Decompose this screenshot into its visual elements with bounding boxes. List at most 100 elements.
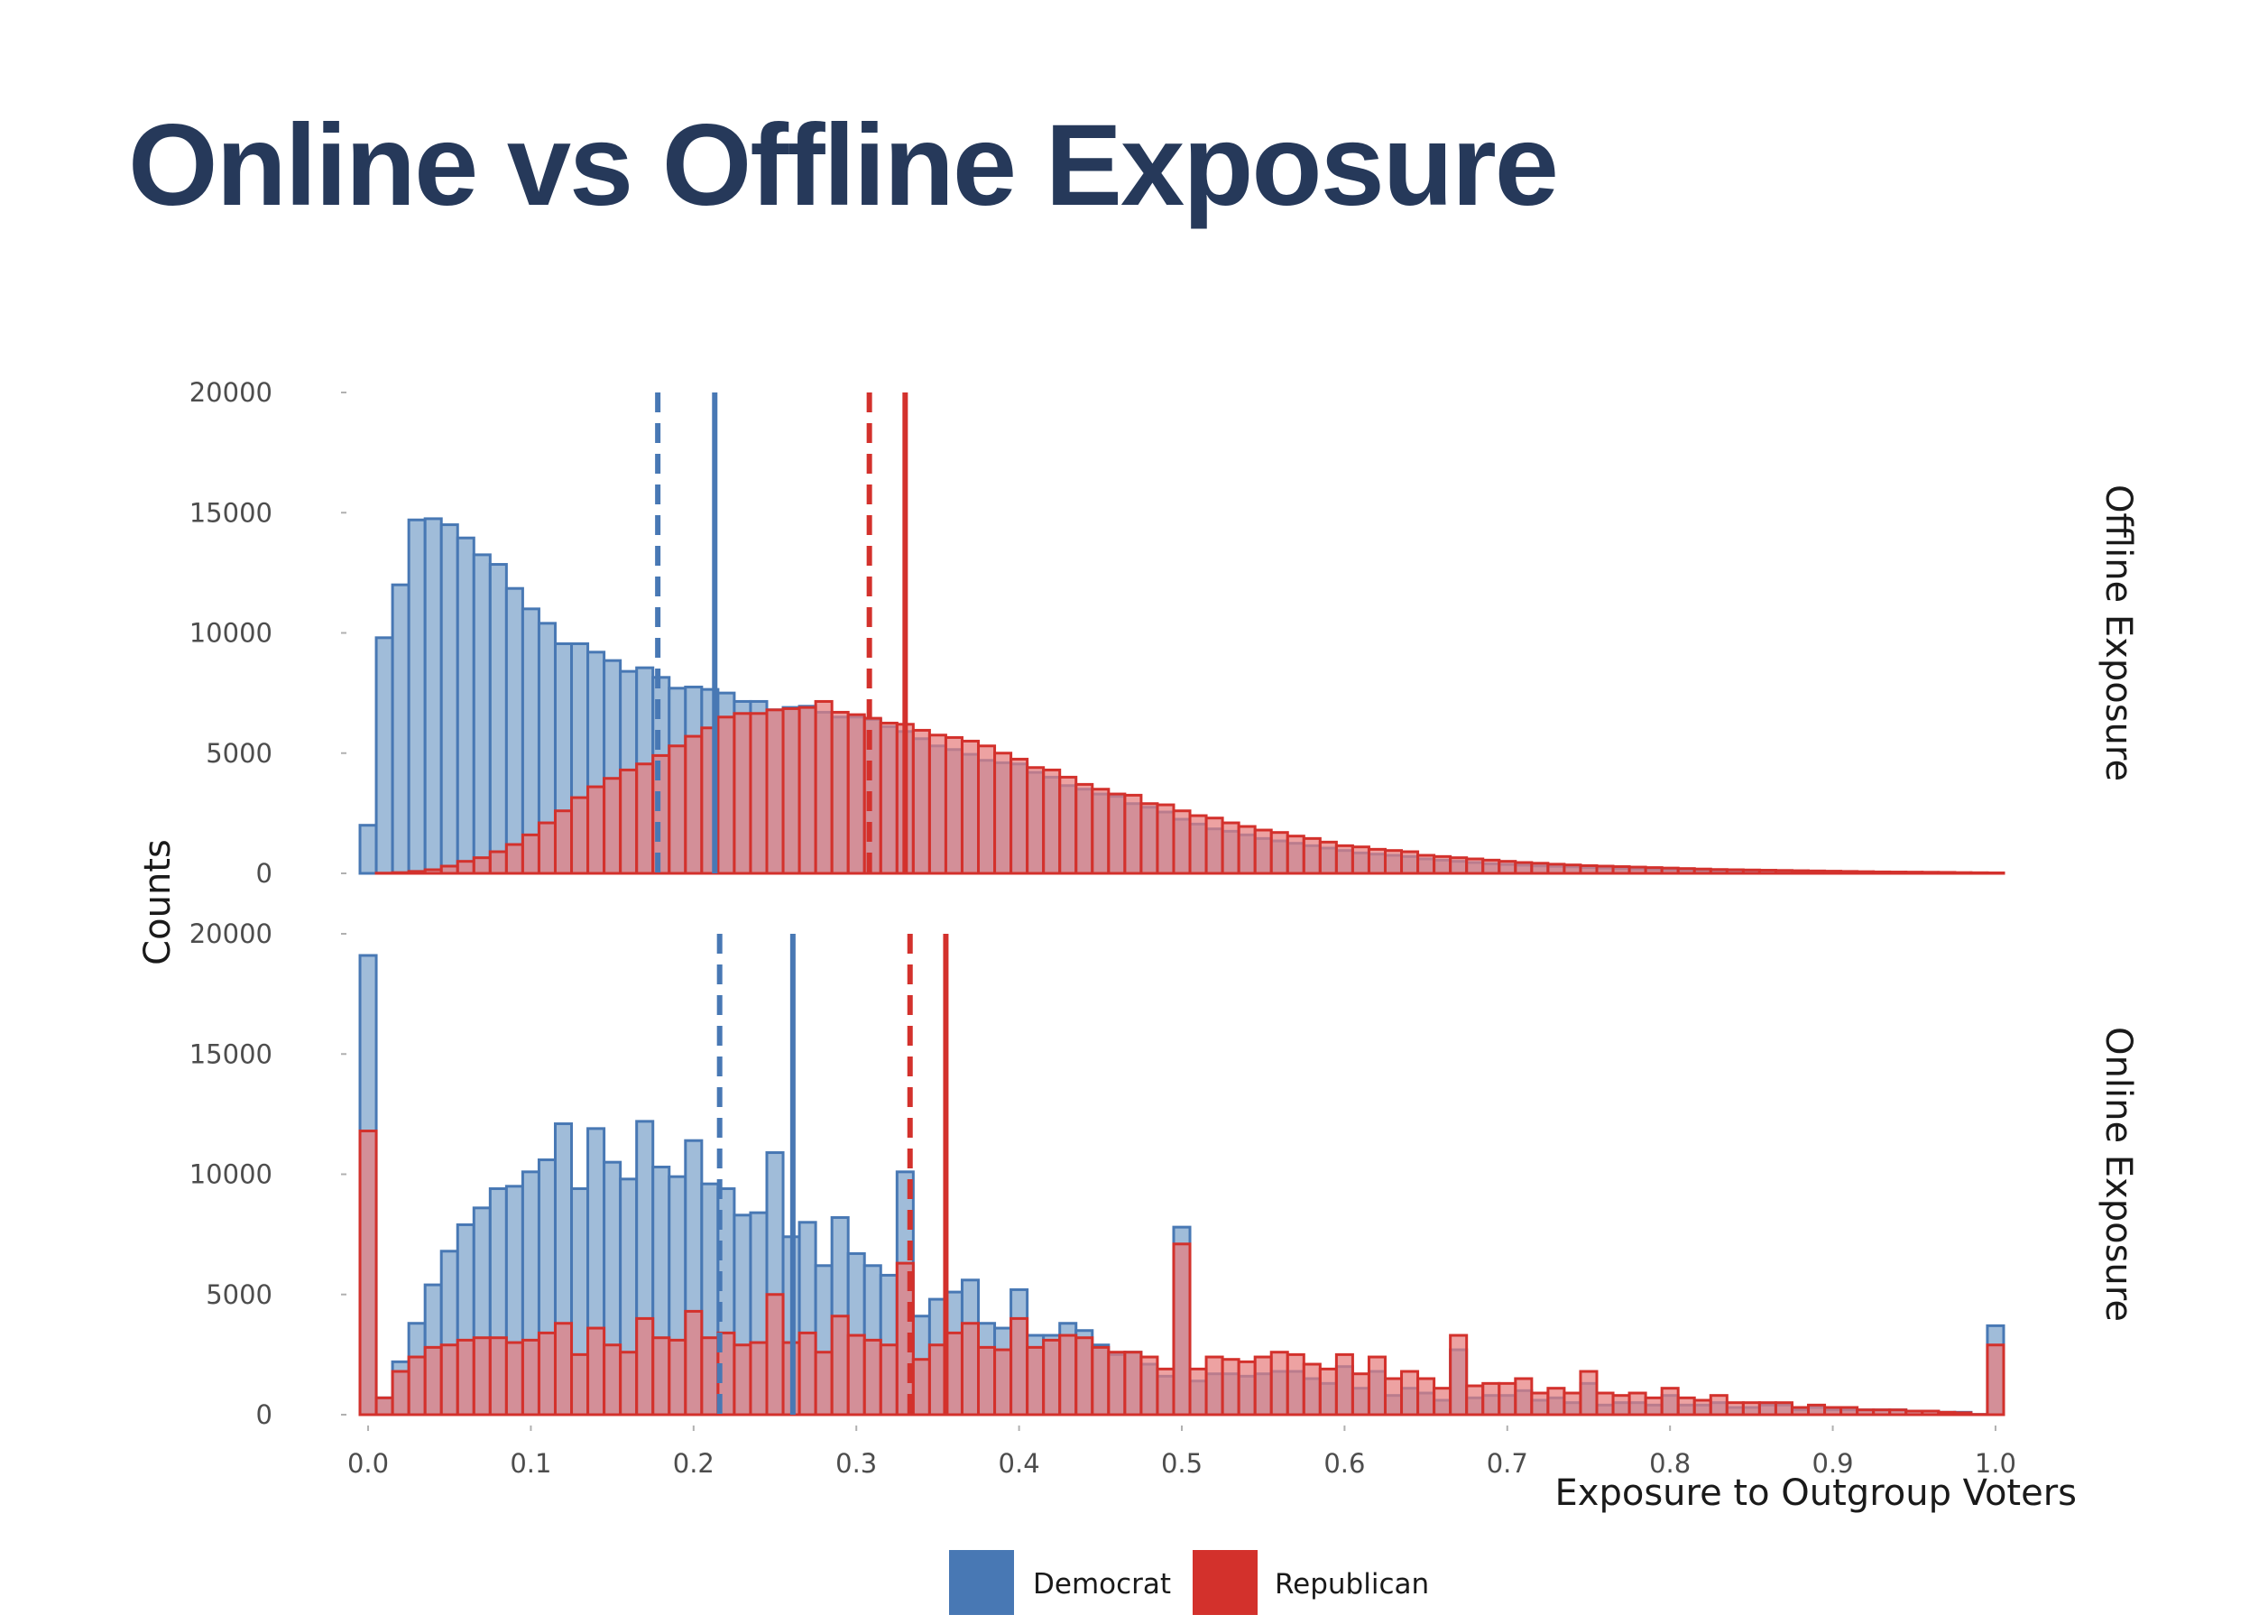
histogram-bar — [1416, 1377, 1436, 1416]
histogram-bar — [1563, 863, 1582, 875]
histogram-bar — [977, 744, 997, 875]
histogram-bar — [521, 1338, 540, 1416]
legend: Democrat Republican — [949, 1550, 1429, 1615]
histogram-bar — [586, 785, 606, 875]
histogram-bar — [1188, 814, 1208, 875]
histogram-bar — [603, 777, 622, 875]
histogram-bar — [1172, 1242, 1192, 1416]
histogram-bar — [1790, 869, 1811, 875]
histogram-bar — [1676, 1396, 1696, 1416]
histogram-bar — [1692, 1398, 1712, 1416]
histogram-bar — [1807, 869, 1827, 875]
histogram-bar — [423, 517, 443, 875]
histogram-bar — [797, 706, 817, 875]
histogram-bar — [1123, 793, 1143, 875]
histogram-bar — [407, 1355, 427, 1416]
histogram-bar — [1237, 825, 1257, 875]
histogram-bar — [1969, 871, 1989, 875]
histogram-bar — [1921, 871, 1941, 875]
histogram-bar — [553, 809, 574, 875]
histogram-bar — [765, 708, 785, 875]
histogram-bar — [749, 712, 769, 875]
histogram-bar — [1986, 871, 2005, 875]
histogram-bar — [1400, 1370, 1420, 1416]
histogram-bar — [879, 721, 899, 875]
histogram-bar — [1839, 1406, 1859, 1416]
histogram-bar — [1204, 1355, 1224, 1416]
histogram-bar — [603, 1343, 622, 1416]
histogram-bar — [374, 636, 394, 875]
histogram-bar — [1172, 809, 1192, 875]
histogram-bar — [1334, 844, 1354, 875]
histogram-bar — [1823, 1406, 1843, 1416]
histogram-bar — [1237, 1360, 1257, 1416]
histogram-bar — [504, 1341, 524, 1416]
histogram-bar — [1433, 1387, 1452, 1416]
histogram-bar — [846, 713, 866, 875]
histogram-bar — [1334, 1352, 1354, 1416]
y-tick-label: 20000 — [189, 918, 272, 949]
x-axis-title: Exposure to Outgroup Voters — [1555, 1472, 2077, 1514]
histogram-bar — [1839, 870, 1859, 875]
histogram-bar — [879, 1343, 899, 1416]
histogram-bar — [1644, 1396, 1664, 1416]
histogram-bar — [1888, 1408, 1908, 1416]
histogram-bar — [911, 728, 931, 875]
facet-label: Online Exposure — [2097, 1027, 2139, 1322]
histogram-bar — [1888, 871, 1908, 875]
histogram-series — [358, 1130, 2005, 1416]
histogram-bar — [1091, 788, 1111, 875]
histogram-bar — [619, 1351, 639, 1416]
legend-label: Republican — [1275, 1568, 1429, 1601]
histogram-bar — [749, 1341, 769, 1416]
x-tick-label: 0.2 — [673, 1448, 715, 1479]
histogram-bar — [797, 1331, 817, 1416]
histogram-bar — [1595, 864, 1615, 875]
histogram-bar — [733, 1343, 752, 1416]
histogram-bar — [586, 1326, 606, 1416]
histogram-bar — [407, 870, 427, 875]
histogram-bar — [1253, 1355, 1273, 1416]
y-tick-label: 5000 — [206, 1279, 272, 1310]
histogram-bar — [1091, 1345, 1111, 1416]
histogram-bar — [570, 1352, 590, 1416]
histogram-bar — [1465, 1384, 1485, 1416]
histogram-bar — [684, 1309, 704, 1416]
histogram-bar — [1058, 1333, 1078, 1416]
x-tick-label: 0.0 — [347, 1448, 389, 1479]
histogram-bar — [1139, 802, 1159, 875]
histogram-bar — [781, 706, 801, 875]
histogram-bar — [1937, 1410, 1957, 1416]
histogram-bar — [472, 553, 492, 875]
histogram-bar — [1204, 817, 1224, 875]
histogram-bar — [1546, 1387, 1566, 1416]
histogram-bar — [1318, 840, 1338, 875]
histogram-bar — [1465, 857, 1485, 875]
legend-label: Democrat — [1033, 1568, 1171, 1601]
histogram-bar — [488, 1336, 508, 1416]
histogram-bar — [472, 856, 492, 875]
histogram-bar — [1481, 1381, 1501, 1416]
histogram-bar — [1383, 849, 1404, 875]
histogram-bar — [668, 1338, 687, 1416]
histogram-bar — [1530, 1391, 1550, 1416]
histogram-bar — [472, 1336, 492, 1416]
histogram-bar — [733, 712, 752, 875]
histogram-bar — [1563, 1391, 1582, 1416]
histogram-bar — [570, 796, 590, 875]
histogram-bar — [651, 1336, 671, 1416]
histogram-series — [374, 699, 2005, 875]
y-tick-label: 15000 — [189, 1038, 272, 1069]
histogram-bar — [1449, 856, 1469, 875]
histogram-bar — [456, 536, 475, 875]
histogram-bar — [358, 1130, 378, 1416]
x-axis: 0.0 0.1 0.2 0.3 0.4 0.5 0.6 0.7 0.8 0.9 1.0 — [347, 1426, 2016, 1479]
histogram-bar — [862, 1338, 882, 1416]
histogram-bar — [1026, 766, 1046, 875]
histogram-bar — [1010, 1316, 1029, 1416]
histogram-bar — [1872, 870, 1892, 875]
histogram-bar — [1774, 869, 1793, 875]
facet-label: Offline Exposure — [2097, 484, 2139, 781]
histogram-bar — [391, 583, 410, 875]
